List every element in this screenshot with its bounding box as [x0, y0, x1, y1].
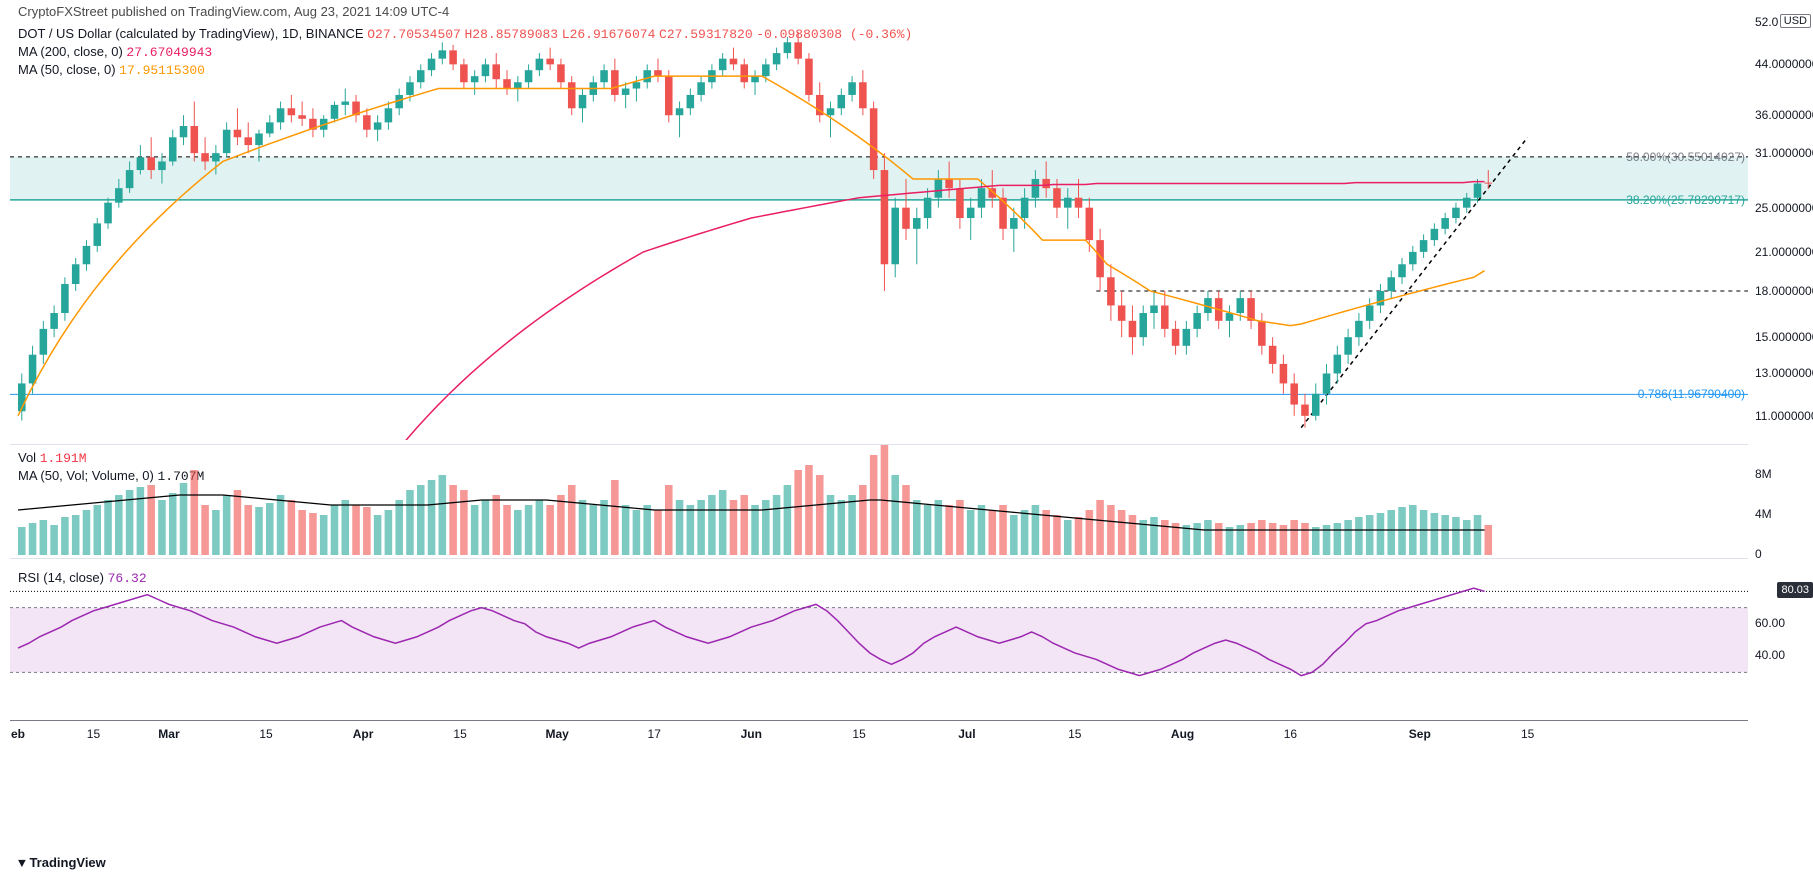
- x-tick: Apr: [353, 727, 374, 741]
- x-tick: Mar: [158, 727, 179, 741]
- x-tick: 15: [87, 727, 100, 741]
- x-tick: May: [545, 727, 568, 741]
- fib-label: 38.20%(25.78290717): [1626, 193, 1745, 207]
- x-tick: Jul: [958, 727, 975, 741]
- x-tick: 15: [1521, 727, 1534, 741]
- x-tick: Sep: [1409, 727, 1431, 741]
- rsi-y-axis: 60.00 40.00 80.03: [1751, 558, 1813, 720]
- y-tick: 31.00000000: [1755, 146, 1813, 160]
- x-tick: 15: [852, 727, 865, 741]
- x-tick: 16: [1284, 727, 1297, 741]
- price-y-axis: 52.044.0000000036.0000000031.0000000025.…: [1751, 22, 1813, 440]
- tradingview-logo: ▼ TradingView: [18, 855, 106, 871]
- x-tick: Jun: [741, 727, 762, 741]
- y-tick: 8M: [1755, 467, 1772, 481]
- fib-label: 50.00%(30.55014027): [1626, 150, 1745, 164]
- y-tick: 60.00: [1755, 616, 1785, 630]
- y-tick: 11.00000000: [1755, 409, 1813, 423]
- y-tick: 52.0: [1755, 15, 1778, 29]
- y-tick: 44.00000000: [1755, 57, 1813, 71]
- y-tick: 4M: [1755, 507, 1772, 521]
- x-tick: 15: [259, 727, 272, 741]
- x-tick: Aug: [1171, 727, 1194, 741]
- y-tick: 18.00000000: [1755, 284, 1813, 298]
- rsi-chart[interactable]: [10, 558, 1748, 720]
- y-tick: 15.00000000: [1755, 330, 1813, 344]
- price-chart[interactable]: [10, 22, 1748, 440]
- fib-label: 0.786(11.96790400): [1638, 387, 1745, 401]
- x-tick: 15: [1068, 727, 1081, 741]
- x-tick: eb: [11, 727, 25, 741]
- y-tick: 36.00000000: [1755, 108, 1813, 122]
- y-tick: 21.00000000: [1755, 245, 1813, 259]
- vol-y-axis: 8M4M0: [1751, 444, 1813, 554]
- x-tick: 15: [453, 727, 466, 741]
- x-axis: eb 15 Mar 15 Apr 15 May 17 Jun 15 Jul 15 Aug 16 Sep 15: [10, 720, 1748, 750]
- rsi-current-badge: 80.03: [1777, 582, 1813, 598]
- currency-badge: USD: [1780, 14, 1811, 28]
- publish-header: CryptoFXStreet published on TradingView.…: [18, 4, 449, 19]
- y-tick: 13.00000000: [1755, 366, 1813, 380]
- volume-chart[interactable]: [10, 444, 1748, 554]
- x-tick: 17: [648, 727, 661, 741]
- y-tick: 25.00000000: [1755, 201, 1813, 215]
- y-tick: 40.00: [1755, 648, 1785, 662]
